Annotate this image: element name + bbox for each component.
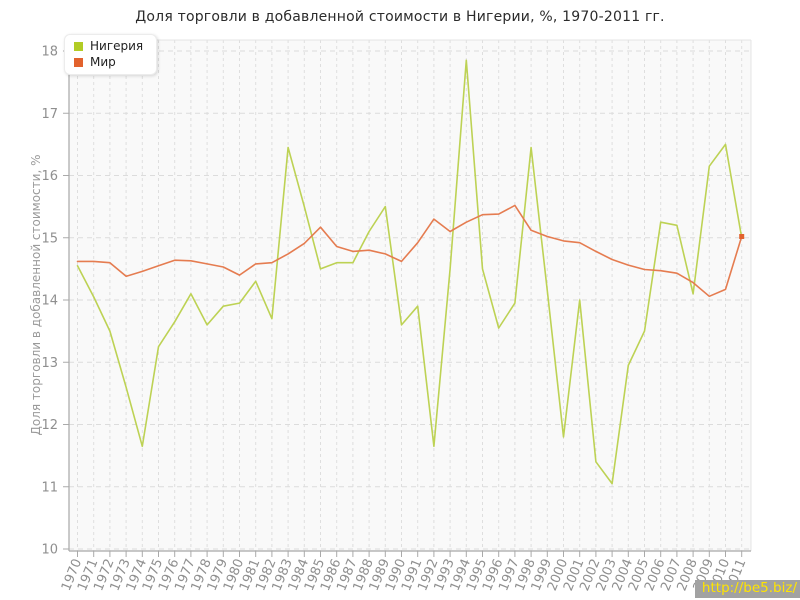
chart-title: Доля торговли в добавленной стоимости в … bbox=[135, 9, 665, 25]
nigeria-series-swatch-icon bbox=[74, 41, 83, 51]
legend: Нигерия Мир bbox=[64, 34, 158, 75]
y-tick-label: 12 bbox=[41, 418, 58, 433]
y-axis-title: Доля торговли в добавленной стоимости, % bbox=[29, 154, 43, 436]
plot-area bbox=[69, 40, 751, 551]
y-tick-label: 13 bbox=[41, 356, 58, 371]
y-tick-label: 15 bbox=[41, 231, 58, 246]
legend-item-nigeria: Нигерия bbox=[74, 40, 143, 52]
legend-item-mir: Мир bbox=[74, 56, 143, 68]
mir-series-swatch-icon bbox=[74, 57, 83, 67]
series-line-nigeria bbox=[76, 59, 743, 485]
legend-label-nigeria: Нигерия bbox=[90, 39, 144, 53]
y-tick-label: 18 bbox=[41, 45, 58, 60]
y-tick-label: 10 bbox=[41, 543, 58, 558]
y-tick-label: 11 bbox=[41, 480, 58, 495]
watermark-link[interactable]: http://be5.biz/ bbox=[694, 580, 800, 598]
series-line-mir bbox=[76, 204, 743, 298]
y-tick-label: 16 bbox=[41, 169, 58, 184]
legend-label-mir: Мир bbox=[90, 55, 116, 69]
y-tick-label: 17 bbox=[41, 107, 58, 122]
y-tick-label: 14 bbox=[41, 294, 58, 309]
mir-endpoint-marker bbox=[739, 234, 745, 240]
